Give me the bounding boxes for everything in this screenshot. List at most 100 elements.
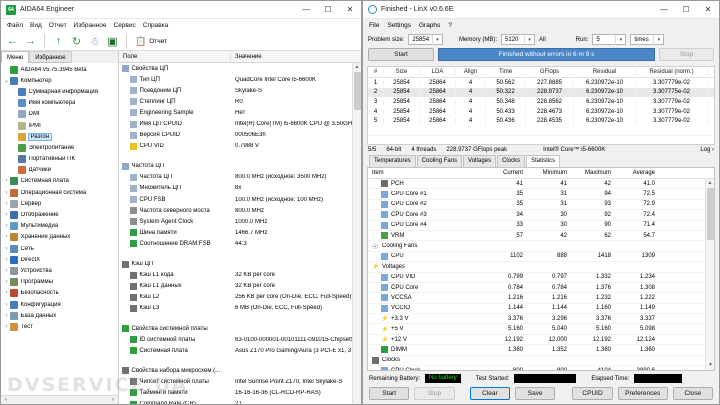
tree-node-11[interactable]: › Операционная система [1,187,118,198]
tree-node-1[interactable]: ⌄ Компьютер [1,75,118,86]
scroll-down-icon[interactable]: ▼ [708,362,713,368]
list-row[interactable]: Имя ЦП CPUID Intel(R) Core(TM) i5-6600K C… [119,118,361,129]
tree-node-18[interactable]: › Устройства [1,265,118,276]
tree-node-3[interactable]: Имя компьютера [1,98,118,109]
tab-temperatures[interactable]: Temperatures [369,155,416,167]
tree-node-20[interactable]: › Безопасность [1,288,118,299]
forward-icon[interactable]: → [25,35,36,47]
list-row[interactable]: System Agent Clock 1000.0 MHz [119,216,361,227]
expander-icon[interactable]: › [5,301,8,308]
list-row[interactable]: Степпинг ЦП R0 [119,96,361,107]
minimize-button[interactable]: — [660,5,668,14]
tree-node-17[interactable]: › DirectX [1,254,118,265]
tree-node-15[interactable]: › Хранение данных [1,232,118,243]
expander-icon[interactable]: › [5,323,8,330]
results-column-header-7[interactable]: Residual (norm.) [636,69,708,75]
tab-statistics[interactable]: Statistics [526,155,561,167]
scroll-thumb[interactable] [707,188,714,240]
list-row[interactable]: Псевдоним ЦП Skylake-S [119,85,361,96]
tree-scroll[interactable]: AIDA64 v5.75.3945 Beta ⌄ Компьютер Суммарна… [1,63,118,395]
linx-menu-item-1[interactable]: Settings [387,22,411,29]
stats-row[interactable]: Clocks [368,356,714,367]
stats-column-header-2[interactable]: Minimum [542,170,567,176]
stats-row[interactable]: CPU Core #4 33 30 90 71.4 [368,221,714,231]
list-row[interactable]: Тайминги памяти 16-16-16-36 (CL-RCD-RP-RA… [119,387,361,398]
preferences-button[interactable]: Preferences [617,387,668,400]
results-column-header-4[interactable]: Time [486,69,526,75]
tree-node-8[interactable]: Портативный ПК [1,154,118,165]
linx-results-table[interactable]: # Size LDA Align Time GFlops Residual Residual … [367,66,715,145]
minimize-button[interactable]: — [302,5,310,14]
expander-icon[interactable]: › [5,267,8,274]
stats-row[interactable]: VRM 57 42 62 54.7 [368,231,714,242]
status-log-link[interactable]: Log › [700,147,714,153]
stats-row[interactable]: ⚡ +3.3 V 3.376 3.296 3.376 3.337 [368,314,714,325]
column-header-field[interactable]: Поле [119,51,231,62]
list-vscrollbar[interactable]: ▲ [352,63,361,404]
results-row[interactable]: 3 25854 25864 4 50.348 228.8562 6.230972e-10 3.… [368,97,714,107]
tree-node-0[interactable]: AIDA64 v5.75.3945 Beta [1,64,118,75]
results-column-header-5[interactable]: GFlops [526,69,574,75]
start-button[interactable]: Start [369,387,410,400]
expander-icon[interactable]: › [5,279,8,286]
tree-node-5[interactable]: IPMI [1,120,118,131]
problem-size-combo[interactable]: 25854 ▾ [408,34,444,45]
cpuid-button[interactable]: CPUID [572,387,613,400]
tree-node-2[interactable]: Суммарная информация [1,86,118,97]
results-row[interactable]: 5 25854 25864 4 50.436 228.4535 6.230972e-10 3.… [368,116,714,126]
list-row[interactable]: Частота ЦП [119,161,361,172]
results-column-header-6[interactable]: Residual [574,69,636,75]
expander-icon[interactable]: › [5,200,8,207]
list-row[interactable]: Версия CPUID 000506E3h [119,130,361,141]
list-row[interactable]: Шина памяти 1466.7 MHz [119,227,361,238]
scroll-thumb[interactable] [354,72,361,110]
list-row[interactable]: Кэш L2 256 KB per core (On-Die, ECC, Full… [119,292,361,303]
tree-node-16[interactable]: › Сеть [1,243,118,254]
expander-icon[interactable]: › [5,290,8,297]
tree-node-6[interactable]: Разгон [1,131,118,142]
aida-menu-item-3[interactable]: Избранное [73,22,107,29]
tree-node-7[interactable]: Электропитание [1,142,118,153]
aida-menu-item-5[interactable]: Справка [142,22,169,29]
tree-node-23[interactable]: › Тест [1,321,118,332]
stats-row[interactable]: CPU Core #3 34 30 92 72.4 [368,210,714,221]
save-button[interactable]: Save [515,387,556,400]
close-button[interactable]: ✕ [704,5,712,14]
stats-row[interactable]: DIMM 1.360 1.352 1.360 1.360 [368,345,714,356]
results-column-header-1[interactable]: Size [384,69,420,75]
stats-row[interactable]: ⚡ +5 V 5.160 5.040 5.160 5.098 [368,324,714,335]
stats-row[interactable]: CPU 1102 888 1418 1309 [368,252,714,263]
list-row[interactable]: Тип ЦП QuadCore Intel Core i5-6600K [119,74,361,85]
tree-node-21[interactable]: › Конфигурация [1,299,118,310]
list-row[interactable]: Свойства ЦП [119,63,361,74]
scroll-up-icon[interactable]: ▲ [707,180,713,186]
clear-button[interactable]: Clear [469,387,511,400]
linx-menu-item-3[interactable]: ? [448,22,452,29]
close-button[interactable]: ✕ [346,5,354,14]
list-row[interactable]: Command Rate (CR) 2T [119,399,361,404]
list-row[interactable]: Кэш L1 кода 32 KB per core [119,270,361,281]
stats-row[interactable]: ☉ Cooling Fans [368,241,714,252]
aida-menu-item-1[interactable]: Вид [29,22,42,29]
list-row[interactable]: Множитель ЦП 8x [119,183,361,194]
stats-row[interactable]: VCCIO 1.144 1.144 1.160 1.149 [368,304,714,315]
tab-cooling-fans[interactable]: Cooling Fans [416,155,463,167]
hscroll-left-icon[interactable]: ‹ [5,397,7,403]
expander-icon[interactable]: › [5,212,8,219]
list-row[interactable]: Соотношение DRAM:FSB 44:3 [119,238,361,249]
tree-node-9[interactable]: Датчики [1,165,118,176]
statistics-vscrollbar[interactable]: ▲ ▼ [705,179,714,370]
expander-icon[interactable]: › [5,223,8,230]
tree-tab-1[interactable]: Избранное [29,51,72,63]
report-button[interactable]: 📋 Отчет [133,36,167,47]
tab-clocks[interactable]: Clocks [497,155,526,167]
back-icon[interactable]: ← [7,35,18,47]
aida-menu-item-4[interactable]: Сервис [113,22,136,29]
list-row[interactable]: ID системной платы 63-0100-000001-0010111… [119,334,361,345]
expander-icon[interactable]: › [5,189,8,196]
run-count-combo[interactable]: 5 ▾ [592,34,627,45]
maximize-button[interactable]: ☐ [682,5,690,14]
monitor-icon[interactable]: ▣ [107,35,118,48]
list-row[interactable]: CPU VID 0.7988 V [119,141,361,152]
stats-row[interactable]: ⚡ +12 V 12.192 12.000 12.192 12.124 [368,335,714,346]
